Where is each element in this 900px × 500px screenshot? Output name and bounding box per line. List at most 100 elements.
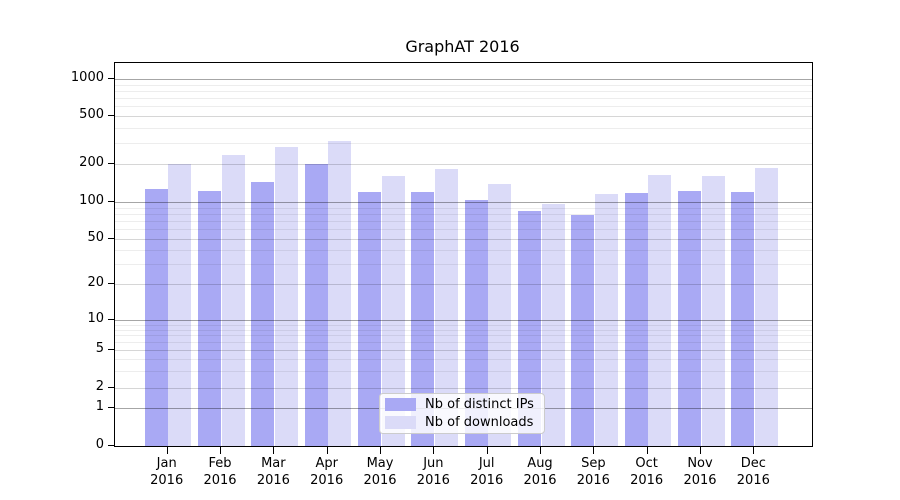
bar-nb-of-downloads-nov bbox=[701, 176, 725, 446]
grid-minor-line-40 bbox=[115, 249, 812, 251]
bar-nb-of-distinct-ips-dec bbox=[731, 191, 755, 446]
grid-major-line-5 bbox=[115, 350, 812, 351]
grid-minor-line-900 bbox=[115, 84, 812, 86]
grid-minor-line-300 bbox=[115, 142, 812, 144]
x-tick-label-nov: Nov 2016 bbox=[670, 455, 730, 489]
x-tick-month: Sep bbox=[581, 456, 606, 471]
x-tick-mark-jun bbox=[433, 447, 435, 454]
x-tick-year: 2016 bbox=[523, 473, 557, 488]
y-tick-label-5: 5 bbox=[95, 341, 104, 356]
x-tick-month: Jun bbox=[423, 456, 444, 471]
y-tick-label-1000: 1000 bbox=[70, 70, 104, 86]
x-tick-mark-mar bbox=[273, 447, 275, 454]
x-tick-mark-jan bbox=[166, 447, 168, 454]
legend-label-distinct-ips: Nb of distinct IPs bbox=[425, 396, 534, 412]
grid-minor-line-60 bbox=[115, 229, 812, 231]
bar-nb-of-downloads-jun bbox=[434, 168, 458, 446]
x-tick-year: 2016 bbox=[256, 473, 290, 488]
grid-minor-line-6 bbox=[115, 342, 812, 344]
bar-nb-of-downloads-jan bbox=[168, 164, 192, 446]
grid-minor-line-700 bbox=[115, 98, 812, 100]
x-tick-label-apr: Apr 2016 bbox=[297, 455, 357, 489]
legend-item-downloads: Nb of downloads bbox=[385, 414, 544, 433]
x-tick-mark-feb bbox=[220, 447, 222, 454]
grid-major-line-10 bbox=[115, 320, 812, 321]
x-tick-year: 2016 bbox=[736, 473, 770, 488]
x-tick-mark-jul bbox=[486, 447, 488, 454]
grid-minor-line-800 bbox=[115, 91, 812, 93]
x-tick-mark-nov bbox=[700, 447, 701, 454]
x-tick-label-dec: Dec 2016 bbox=[723, 455, 783, 489]
x-tick-mark-dec bbox=[753, 447, 755, 454]
x-tick-label-oct: Oct 2016 bbox=[617, 455, 677, 489]
x-tick-mark-apr bbox=[326, 447, 328, 454]
grid-minor-line-7 bbox=[115, 335, 812, 337]
x-tick-label-feb: Feb 2016 bbox=[190, 455, 250, 489]
bar-nb-of-distinct-ips-apr bbox=[304, 164, 328, 446]
grid-minor-line-600 bbox=[115, 106, 812, 108]
y-tick-mark-0 bbox=[108, 445, 115, 446]
y-tick-label-20: 20 bbox=[87, 275, 104, 291]
x-tick-month: Nov bbox=[687, 456, 713, 471]
legend-label-downloads: Nb of downloads bbox=[425, 415, 534, 431]
y-tick-mark-1 bbox=[108, 407, 115, 408]
bar-nb-of-downloads-jul bbox=[488, 183, 512, 446]
grid-major-line-200 bbox=[115, 164, 812, 166]
x-tick-year: 2016 bbox=[630, 473, 664, 488]
legend: Nb of distinct IPs Nb of downloads bbox=[379, 393, 545, 434]
y-tick-label-50: 50 bbox=[87, 229, 104, 245]
bar-nb-of-downloads-feb bbox=[221, 155, 245, 446]
y-tick-label-10: 10 bbox=[87, 311, 104, 326]
y-tick-mark-5 bbox=[108, 349, 115, 350]
grid-minor-line-30 bbox=[115, 264, 812, 266]
grid-major-line-100 bbox=[115, 202, 812, 203]
grid-minor-line-90 bbox=[115, 207, 812, 209]
legend-swatch-distinct-ips bbox=[385, 397, 416, 411]
grid-major-line-500 bbox=[115, 116, 812, 117]
grid-major-line-1000 bbox=[115, 79, 812, 81]
bar-nb-of-distinct-ips-nov bbox=[678, 191, 701, 446]
x-tick-label-mar: Mar 2016 bbox=[243, 455, 303, 489]
legend-item-distinct-ips: Nb of distinct IPs bbox=[385, 395, 544, 414]
grid-minor-line-70 bbox=[115, 220, 812, 222]
x-tick-label-aug: Aug 2016 bbox=[510, 455, 570, 489]
bar-nb-of-distinct-ips-jan bbox=[144, 188, 168, 446]
x-tick-year: 2016 bbox=[150, 473, 184, 488]
x-tick-mark-aug bbox=[540, 447, 541, 454]
y-tick-mark-10 bbox=[108, 319, 115, 320]
grid-major-line-50 bbox=[115, 238, 812, 240]
grid-minor-line-4 bbox=[115, 359, 812, 361]
bar-nb-of-distinct-ips-oct bbox=[624, 192, 648, 446]
bar-nb-of-distinct-ips-may bbox=[358, 191, 382, 446]
x-tick-month: Dec bbox=[740, 456, 766, 471]
bar-nb-of-distinct-ips-jun bbox=[411, 192, 435, 446]
x-tick-mark-may bbox=[380, 447, 382, 454]
x-tick-month: May bbox=[366, 456, 394, 471]
x-tick-month: Feb bbox=[208, 456, 232, 471]
bar-nb-of-distinct-ips-aug bbox=[518, 211, 541, 446]
x-tick-mark-oct bbox=[646, 447, 648, 454]
chart-title: GraphAT 2016 bbox=[405, 37, 520, 56]
bar-nb-of-downloads-dec bbox=[754, 168, 778, 446]
y-tick-label-200: 200 bbox=[79, 155, 104, 171]
x-tick-year: 2016 bbox=[363, 473, 397, 488]
x-tick-year: 2016 bbox=[203, 473, 237, 488]
x-tick-label-jul: Jul 2016 bbox=[457, 455, 517, 489]
x-tick-year: 2016 bbox=[683, 473, 717, 488]
x-tick-month: Aug bbox=[527, 456, 553, 471]
y-tick-label-2: 2 bbox=[95, 379, 104, 394]
y-tick-label-500: 500 bbox=[79, 107, 104, 122]
x-tick-mark-sep bbox=[593, 447, 595, 454]
y-tick-label-1: 1 bbox=[95, 399, 104, 414]
y-tick-mark-20 bbox=[108, 283, 115, 285]
x-tick-month: Apr bbox=[315, 456, 338, 471]
y-tick-label-0: 0 bbox=[95, 437, 104, 452]
bar-nb-of-downloads-mar bbox=[274, 146, 298, 446]
bar-nb-of-distinct-ips-sep bbox=[571, 215, 595, 446]
y-tick-mark-500 bbox=[108, 115, 115, 116]
grid-minor-line-400 bbox=[115, 127, 812, 129]
y-tick-label-100: 100 bbox=[79, 193, 104, 208]
grid-minor-line-9 bbox=[115, 324, 812, 326]
x-tick-month: Oct bbox=[635, 456, 658, 471]
x-tick-month: Jul bbox=[478, 456, 495, 471]
